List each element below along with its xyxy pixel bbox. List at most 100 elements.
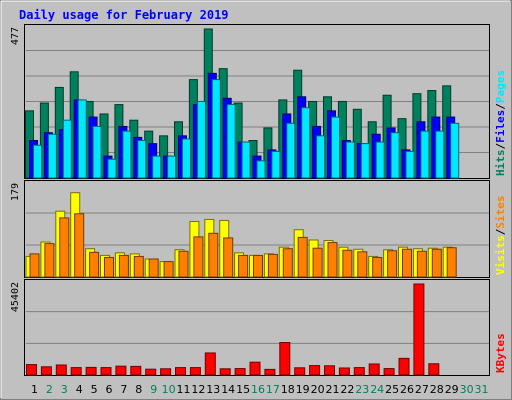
legend-text: KBytes — [494, 333, 507, 373]
bar-sites-day-2 — [44, 243, 55, 278]
bar-pages-day-17 — [271, 150, 281, 179]
x-label-day-15: 15 — [236, 383, 250, 396]
bar-sites-day-17 — [267, 253, 278, 278]
bar-sites-day-12 — [193, 236, 204, 278]
bar-kbytes-day-20 — [309, 365, 321, 376]
bar-kbytes-day-12 — [189, 367, 201, 376]
bar-kbytes-day-14 — [219, 368, 231, 376]
bar-pages-day-4 — [77, 99, 87, 179]
bar-sites-day-28 — [431, 248, 442, 278]
bar-pages-day-19 — [301, 107, 311, 179]
x-label-day-31: 31 — [475, 383, 489, 396]
bar-sites-day-7 — [118, 254, 129, 278]
bar-sites-day-16 — [253, 254, 263, 278]
bar-kbytes-day-7 — [115, 365, 127, 376]
bar-sites-day-29 — [446, 247, 457, 278]
bar-kbytes-day-3 — [55, 364, 67, 376]
bar-pages-day-8 — [137, 140, 147, 179]
x-label-day-7: 7 — [120, 383, 127, 396]
x-label-day-21: 21 — [326, 383, 340, 396]
x-label-day-3: 3 — [61, 383, 68, 396]
hits-files-pages-panel: 477 Hits/Files/Pages — [10, 24, 507, 179]
bar-pages-day-5 — [92, 125, 102, 179]
x-label-day-24: 24 — [370, 383, 384, 396]
bar-sites-day-10 — [163, 261, 174, 278]
panel-border — [24, 279, 490, 376]
bar-pages-day-16 — [256, 160, 266, 179]
bar-sites-day-27 — [416, 250, 427, 278]
bar-sites-day-23 — [357, 251, 368, 278]
bar-sites-day-9 — [148, 258, 159, 278]
bar-pages-day-24 — [375, 141, 385, 179]
bar-pages-day-26 — [405, 150, 415, 179]
bar-sites-day-24 — [372, 256, 383, 278]
x-label-day-4: 4 — [76, 383, 83, 396]
x-label-day-13: 13 — [206, 383, 220, 396]
x-label-day-17: 17 — [266, 383, 280, 396]
bar-kbytes-day-13 — [204, 352, 216, 376]
bar-sites-day-8 — [133, 255, 144, 278]
bar-kbytes-day-17 — [264, 368, 276, 376]
legend-entry: / — [494, 143, 507, 150]
x-label-day-18: 18 — [281, 383, 295, 396]
bar-pages-day-23 — [360, 143, 370, 179]
chart-title: Daily usage for February 2019 — [19, 8, 229, 22]
bar-kbytes-day-26 — [398, 357, 410, 376]
bar-kbytes-day-2 — [40, 366, 52, 376]
y-max-label: 477 — [10, 27, 21, 45]
panel-legend: KBytes — [494, 333, 507, 373]
bar-pages-day-22 — [345, 141, 355, 179]
bar-sites-day-25 — [387, 250, 398, 278]
legend-text: Hits/Files/Pages — [494, 70, 507, 176]
bar-sites-day-6 — [104, 256, 114, 278]
bar-sites-day-11 — [178, 250, 189, 278]
kbytes-panel: 45402 KBytes — [10, 279, 507, 376]
x-label-day-25: 25 — [385, 383, 399, 396]
x-label-day-1: 1 — [31, 383, 38, 396]
x-label-day-22: 22 — [340, 383, 354, 396]
y-max-label: 179 — [10, 183, 21, 201]
bar-kbytes-day-22 — [338, 367, 350, 376]
bar-kbytes-day-19 — [294, 367, 306, 376]
bar-sites-day-20 — [312, 247, 323, 278]
bar-pages-day-6 — [107, 158, 117, 179]
bar-sites-day-21 — [327, 242, 338, 278]
legend-entry: Visits — [494, 235, 507, 275]
x-label-day-23: 23 — [355, 383, 369, 396]
legend-entry: KBytes — [494, 333, 507, 373]
bar-kbytes-day-25 — [383, 368, 395, 376]
panel-gridlines — [26, 212, 489, 246]
panel-legend: Visits/Sites — [494, 196, 507, 276]
bar-kbytes-day-4 — [70, 367, 82, 376]
bar-kbytes-day-8 — [130, 365, 142, 376]
x-label-day-9: 9 — [150, 383, 157, 396]
x-label-day-26: 26 — [400, 383, 414, 396]
bar-pages-day-29 — [450, 122, 460, 179]
x-label-day-30: 30 — [460, 383, 474, 396]
x-label-day-14: 14 — [221, 383, 235, 396]
bar-pages-day-9 — [152, 155, 162, 179]
bar-kbytes-day-9 — [145, 368, 157, 376]
x-label-day-11: 11 — [177, 383, 191, 396]
bar-kbytes-day-1 — [26, 364, 37, 376]
bar-pages-day-21 — [331, 116, 340, 179]
bar-sites-day-19 — [297, 236, 308, 278]
x-axis-day-labels: 1 2 3 4 5 6 7 8 9 10 11 12 13 14 15 16 17 18 19 20 21 22 23 24 2… — [31, 383, 489, 396]
bar-sites-day-4 — [74, 213, 85, 278]
bar-pages-day-25 — [390, 132, 400, 179]
x-label-day-12: 12 — [191, 383, 205, 396]
bar-pages-day-20 — [316, 135, 326, 179]
bar-pages-day-2 — [47, 133, 57, 179]
bar-kbytes-day-18 — [279, 342, 291, 376]
bar-pages-day-27 — [420, 130, 430, 179]
x-label-day-10: 10 — [162, 383, 176, 396]
bar-kbytes-day-28 — [428, 363, 440, 376]
bar-sites-day-22 — [342, 249, 353, 278]
bar-kbytes-day-10 — [160, 368, 172, 376]
bar-kbytes-day-6 — [100, 367, 112, 376]
bar-sites-day-14 — [223, 237, 234, 278]
bar-kbytes-day-24 — [368, 363, 380, 376]
x-label-day-2: 2 — [46, 383, 53, 396]
bar-pages-day-12 — [196, 100, 206, 179]
x-label-day-19: 19 — [296, 383, 310, 396]
